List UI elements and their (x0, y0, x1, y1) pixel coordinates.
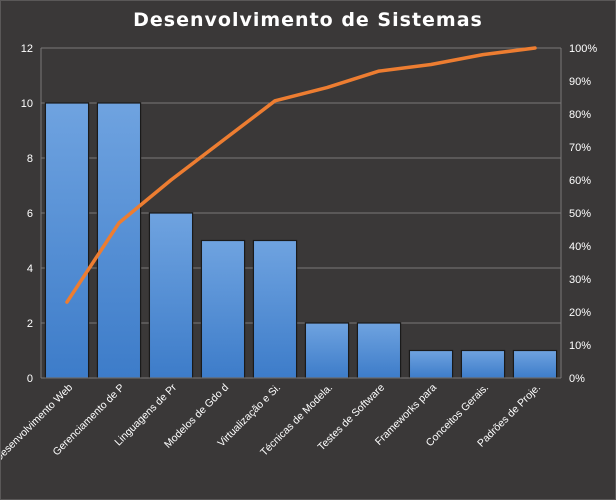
chart-title: Desenvolvimento de Sistemas (133, 9, 483, 31)
y-tick-label: 0 (27, 373, 33, 385)
y2-tick-label: 0% (569, 373, 585, 385)
y-tick-label: 6 (27, 208, 33, 220)
y2-tick-label: 70% (569, 142, 591, 154)
bar (512, 349, 558, 379)
y-tick-label: 4 (27, 263, 33, 275)
y2-tick-label: 60% (569, 175, 591, 187)
y2-tick-label: 90% (569, 76, 591, 88)
bar (252, 239, 298, 379)
bar (148, 212, 194, 379)
bar (356, 322, 402, 379)
y-tick-label: 10 (21, 98, 33, 110)
y-tick-label: 2 (27, 318, 33, 330)
y2-tick-label: 10% (569, 340, 591, 352)
y2-tick-label: 100% (569, 43, 597, 55)
bar (44, 102, 90, 379)
y2-tick-label: 80% (569, 109, 591, 121)
bar (96, 102, 142, 379)
y2-tick-label: 20% (569, 307, 591, 319)
y-tick-label: 8 (27, 153, 33, 165)
bar (408, 349, 454, 379)
y-tick-label: 12 (21, 43, 33, 55)
bar (460, 349, 506, 379)
bar (304, 322, 350, 379)
cumulative-line (65, 46, 537, 304)
y2-tick-label: 50% (569, 208, 591, 220)
y2-tick-label: 40% (569, 241, 591, 253)
y2-tick-label: 30% (569, 274, 591, 286)
bar (200, 239, 246, 379)
